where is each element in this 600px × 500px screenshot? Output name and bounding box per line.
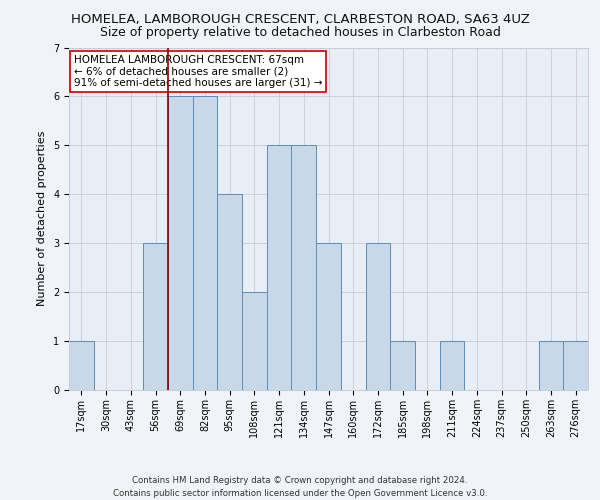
Bar <box>316 243 341 390</box>
Bar <box>292 146 316 390</box>
Bar <box>69 341 94 390</box>
Bar <box>539 341 563 390</box>
Bar <box>143 243 168 390</box>
Text: HOMELEA, LAMBOROUGH CRESCENT, CLARBESTON ROAD, SA63 4UZ: HOMELEA, LAMBOROUGH CRESCENT, CLARBESTON… <box>71 12 529 26</box>
Bar <box>217 194 242 390</box>
Bar <box>242 292 267 390</box>
Text: Size of property relative to detached houses in Clarbeston Road: Size of property relative to detached ho… <box>100 26 500 39</box>
Bar <box>267 146 292 390</box>
Y-axis label: Number of detached properties: Number of detached properties <box>37 131 47 306</box>
Bar <box>390 341 415 390</box>
Bar <box>168 96 193 390</box>
Bar <box>563 341 588 390</box>
Text: Contains HM Land Registry data © Crown copyright and database right 2024.
Contai: Contains HM Land Registry data © Crown c… <box>113 476 487 498</box>
Bar <box>193 96 217 390</box>
Text: HOMELEA LAMBOROUGH CRESCENT: 67sqm
← 6% of detached houses are smaller (2)
91% o: HOMELEA LAMBOROUGH CRESCENT: 67sqm ← 6% … <box>74 55 322 88</box>
Bar <box>365 243 390 390</box>
Bar <box>440 341 464 390</box>
